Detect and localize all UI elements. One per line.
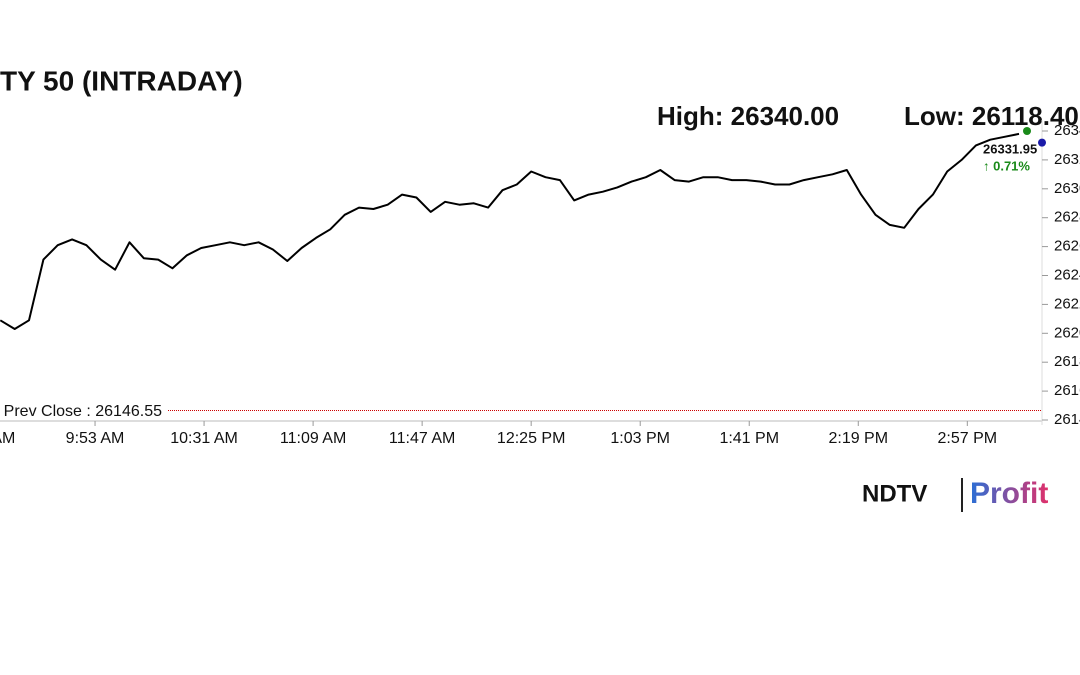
last-price-label: 26331.95 bbox=[983, 141, 1037, 156]
x-tick-label: 1:03 PM bbox=[610, 430, 670, 447]
high-label: High: 26340.00 bbox=[657, 101, 839, 131]
y-tick-label: 26320 bbox=[1054, 151, 1080, 168]
low-label: Low: 26118.40 bbox=[904, 101, 1079, 131]
x-tick-label: 12:25 PM bbox=[497, 430, 565, 447]
last-dot bbox=[1038, 138, 1046, 147]
x-tick-label: 11:47 AM bbox=[389, 430, 455, 447]
y-tick-label: 26200 bbox=[1054, 324, 1080, 341]
y-tick-label: 26300 bbox=[1054, 180, 1080, 197]
brand-logo: NDTV Profit bbox=[862, 477, 1048, 512]
y-tick-label: 26180 bbox=[1054, 353, 1080, 370]
y-tick-label: 26140 bbox=[1054, 411, 1080, 428]
y-tick-label: 26160 bbox=[1054, 382, 1080, 399]
high-dot bbox=[1023, 127, 1031, 135]
chart-title: TY 50 (INTRADAY) bbox=[0, 65, 243, 96]
change-label: ↑ 0.71% bbox=[983, 158, 1030, 173]
x-tick-label: 11:09 AM bbox=[280, 430, 346, 447]
y-tick-label: 26340 bbox=[1054, 122, 1080, 139]
y-tick-label: 26220 bbox=[1054, 295, 1080, 312]
x-tick-label: 2:19 PM bbox=[828, 430, 888, 447]
x-tick-label: 10:31 AM bbox=[170, 430, 238, 447]
x-tick-label: 9:15 AM bbox=[0, 430, 15, 447]
x-tick-label: 9:53 AM bbox=[66, 430, 125, 447]
brand-ndtv: NDTV bbox=[862, 480, 927, 507]
brand-profit: Profit bbox=[970, 477, 1048, 510]
y-tick-label: 26280 bbox=[1054, 209, 1080, 226]
x-tick-label: 1:41 PM bbox=[719, 430, 779, 447]
x-tick-label: 2:57 PM bbox=[938, 430, 998, 447]
y-tick-label: 26240 bbox=[1054, 266, 1080, 283]
prev-close-label: Prev Close : 26146.55 bbox=[4, 403, 162, 420]
y-tick-label: 26260 bbox=[1054, 238, 1080, 255]
price-line bbox=[0, 132, 1020, 330]
